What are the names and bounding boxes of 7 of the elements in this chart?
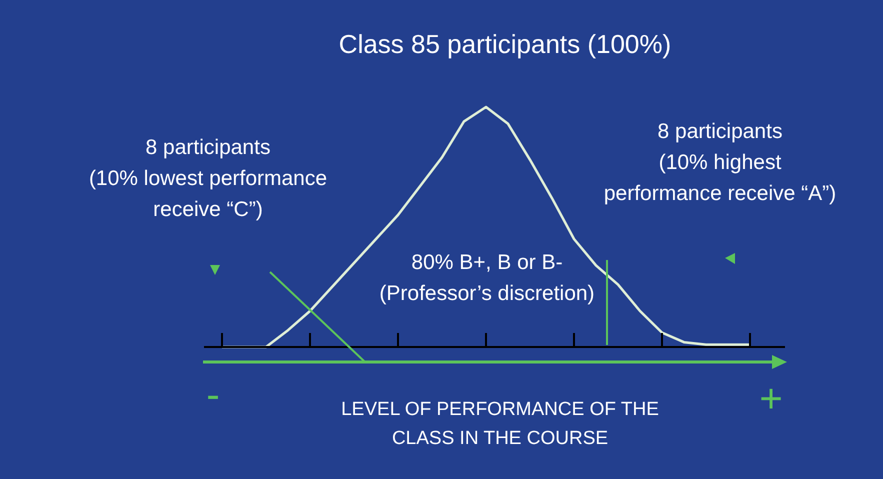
annotation: 8 participants (10% lowest performance receive “C”) [88,136,328,221]
text: - [206,373,220,417]
text: + [759,377,783,421]
annotation: 80% B+, B or B- (Professor’s discretion) [379,251,595,305]
chart-title: Class 85 participants (100%) [338,29,672,59]
x-axis-title: LEVEL OF PERFORMANCE OF THE CLASS IN THE COURSE [341,399,659,449]
annotation: 8 participants (10% highest performance receive “A”) [604,120,836,205]
